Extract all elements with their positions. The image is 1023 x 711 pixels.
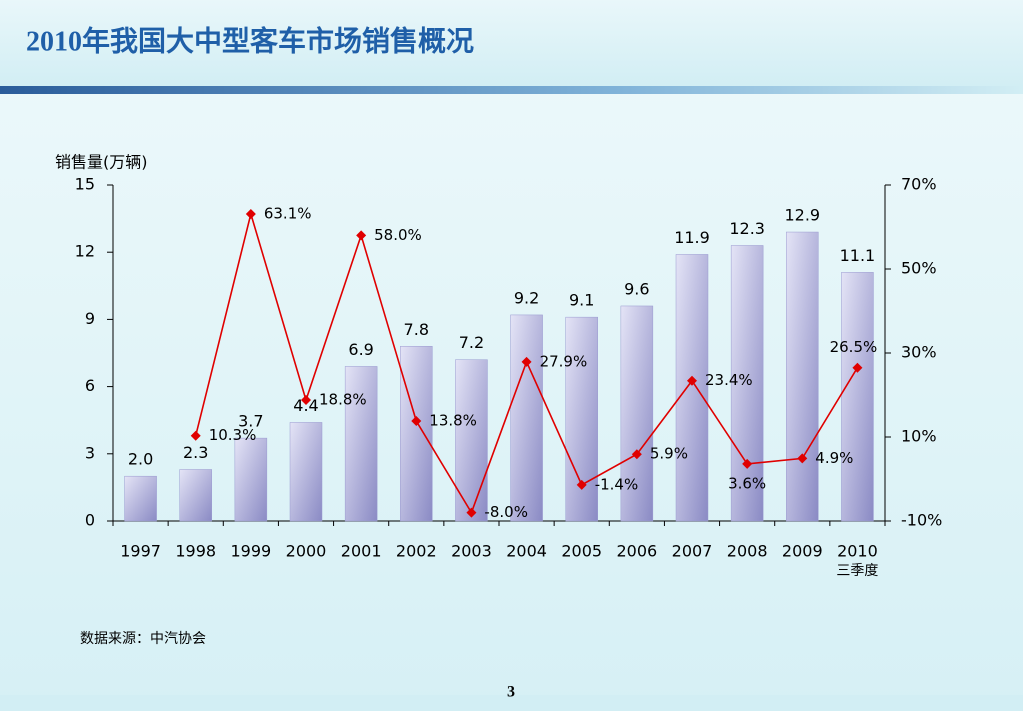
bar (455, 359, 488, 522)
x-tick-label: 2008 (727, 542, 768, 561)
bar (344, 366, 378, 522)
bar (289, 422, 323, 522)
y2-tick-label: 50% (901, 259, 937, 278)
growth-marker (521, 356, 532, 367)
growth-marker (245, 208, 256, 219)
bar-value-label: 9.1 (569, 291, 594, 310)
x-tick-label: 2004 (506, 542, 547, 561)
y-tick-label: 6 (85, 376, 95, 395)
y2-tick-label: 10% (901, 427, 937, 446)
footer-band (0, 695, 1023, 711)
source-note: 数据来源：中汽协会 (80, 631, 206, 647)
bar (124, 475, 157, 522)
x-tick-label: 1998 (175, 542, 216, 561)
y2-tick-label: 30% (901, 343, 937, 362)
y-tick-label: 0 (85, 511, 95, 530)
y2-tick-label: 70% (901, 175, 937, 194)
growth-value-label: 4.9% (815, 449, 853, 467)
y2-tick-label: -10% (901, 511, 942, 530)
x-tick-label: 2010 (837, 542, 878, 561)
x-tick-label: 2005 (561, 542, 602, 561)
y-tick-label: 9 (85, 309, 95, 328)
bar-value-label: 7.2 (459, 333, 484, 352)
growth-marker (356, 230, 367, 241)
x-tick-label: 2001 (341, 542, 382, 561)
growth-value-label: 18.8% (319, 391, 367, 409)
bar-value-label: 12.3 (729, 219, 765, 238)
growth-value-label: 58.0% (374, 226, 422, 244)
bar (234, 437, 268, 522)
y-tick-label: 12 (75, 242, 95, 261)
bar-value-label: 2.3 (183, 443, 208, 462)
bar-value-label: 9.6 (624, 279, 649, 298)
bar-value-label: 3.7 (238, 412, 263, 431)
bar-value-label: 7.8 (404, 320, 429, 339)
header-rule (0, 86, 1023, 94)
growth-value-label: 10.3% (209, 426, 257, 444)
bar (841, 272, 874, 522)
growth-marker (411, 416, 422, 427)
y-tick-label: 3 (85, 443, 95, 462)
x-tick-label: 2009 (782, 542, 823, 561)
slide-title: 2010年我国大中型客车市场销售概况 (26, 24, 474, 57)
bar (730, 245, 764, 522)
bar-value-label: 2.0 (128, 450, 153, 469)
growth-value-label: 3.6% (728, 474, 766, 492)
bar (565, 316, 598, 522)
bar-value-label: 11.9 (674, 228, 710, 247)
bar (675, 254, 709, 522)
growth-value-label: 27.9% (540, 352, 588, 370)
x-tick-label: 1997 (120, 542, 161, 561)
growth-marker (466, 507, 477, 518)
growth-value-label: 23.4% (705, 371, 753, 389)
growth-marker (852, 362, 863, 373)
x-tick-label: 2000 (286, 542, 327, 561)
x-tick-label: 2006 (616, 542, 657, 561)
growth-marker (631, 449, 642, 460)
growth-value-label: -1.4% (595, 475, 639, 493)
bar-value-label: 12.9 (784, 206, 820, 225)
growth-value-label: -8.0% (484, 503, 528, 521)
growth-marker (742, 458, 753, 469)
x-tick-label: 1999 (230, 542, 271, 561)
header-band (0, 0, 1023, 86)
bar (620, 305, 654, 522)
growth-marker (797, 453, 808, 464)
growth-value-label: 13.8% (429, 412, 477, 430)
page-number: 3 (507, 684, 515, 701)
y-tick-label: 15 (75, 175, 95, 194)
bar (400, 346, 433, 522)
growth-value-label: 63.1% (264, 204, 312, 222)
growth-marker (687, 375, 697, 386)
bar-value-label: 9.2 (514, 288, 539, 307)
bar (510, 314, 543, 522)
x-tick-label: 2002 (396, 542, 437, 561)
bar (179, 469, 212, 522)
bar (786, 231, 819, 522)
growth-value-label: 5.9% (650, 445, 688, 463)
bar-value-label: 4.4 (293, 396, 318, 415)
growth-value-label: 26.5% (830, 338, 878, 356)
growth-marker (576, 479, 587, 490)
x-tick-label: 2003 (451, 542, 492, 561)
bar-value-label: 6.9 (348, 340, 373, 359)
growth-marker (190, 430, 201, 441)
x-tick-sublabel: 三季度 (836, 563, 878, 579)
y-axis-label: 销售量(万辆) (55, 153, 148, 172)
growth-marker (301, 395, 311, 406)
bar-value-label: 11.1 (840, 246, 876, 265)
x-tick-label: 2007 (672, 542, 713, 561)
